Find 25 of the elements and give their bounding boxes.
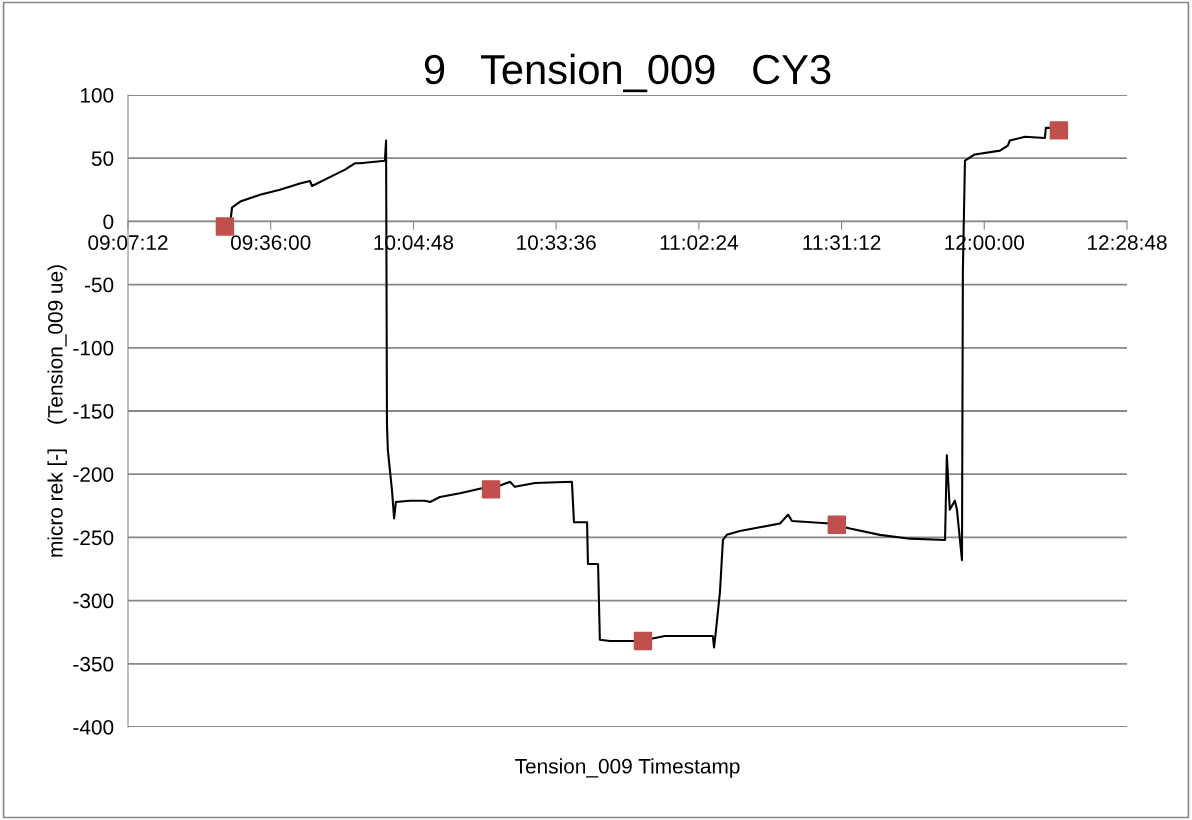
x-tick-label: 11:02:24 [660, 235, 739, 250]
point [215, 217, 235, 236]
x-tick-label: 09:07:12 [88, 235, 168, 250]
x-axis-title: Tension_009 Timestamp [515, 758, 740, 778]
y-tick-label: -50 [84, 277, 114, 293]
y-tick-label: -300 [73, 593, 114, 609]
y-tick-label: 0 [103, 214, 114, 230]
x-tick-label: 12:28:48 [1088, 235, 1167, 250]
point [481, 480, 501, 499]
point [1049, 121, 1069, 140]
point [827, 515, 847, 534]
y-tick-label: -350 [73, 656, 114, 672]
y-tick-label: -250 [73, 530, 114, 546]
point [633, 631, 653, 651]
x-tick-label: 11:31:12 [803, 235, 881, 250]
x-tick-label: 10:33:36 [517, 235, 596, 250]
y-tick-label: 50 [91, 151, 114, 166]
y-axis-title: micro rek [-] (Tension_009 ue) [47, 265, 67, 557]
y-tick-label: -100 [73, 340, 114, 356]
x-tick-label: 09:36:00 [230, 235, 311, 250]
y-tick-label: 100 [80, 88, 114, 103]
y-tick-label: -150 [73, 404, 114, 419]
y-tick-label: -200 [73, 467, 114, 482]
chart-title: 9 Tension_009 CY3 [424, 53, 831, 93]
y-tick-label: -400 [73, 720, 114, 735]
